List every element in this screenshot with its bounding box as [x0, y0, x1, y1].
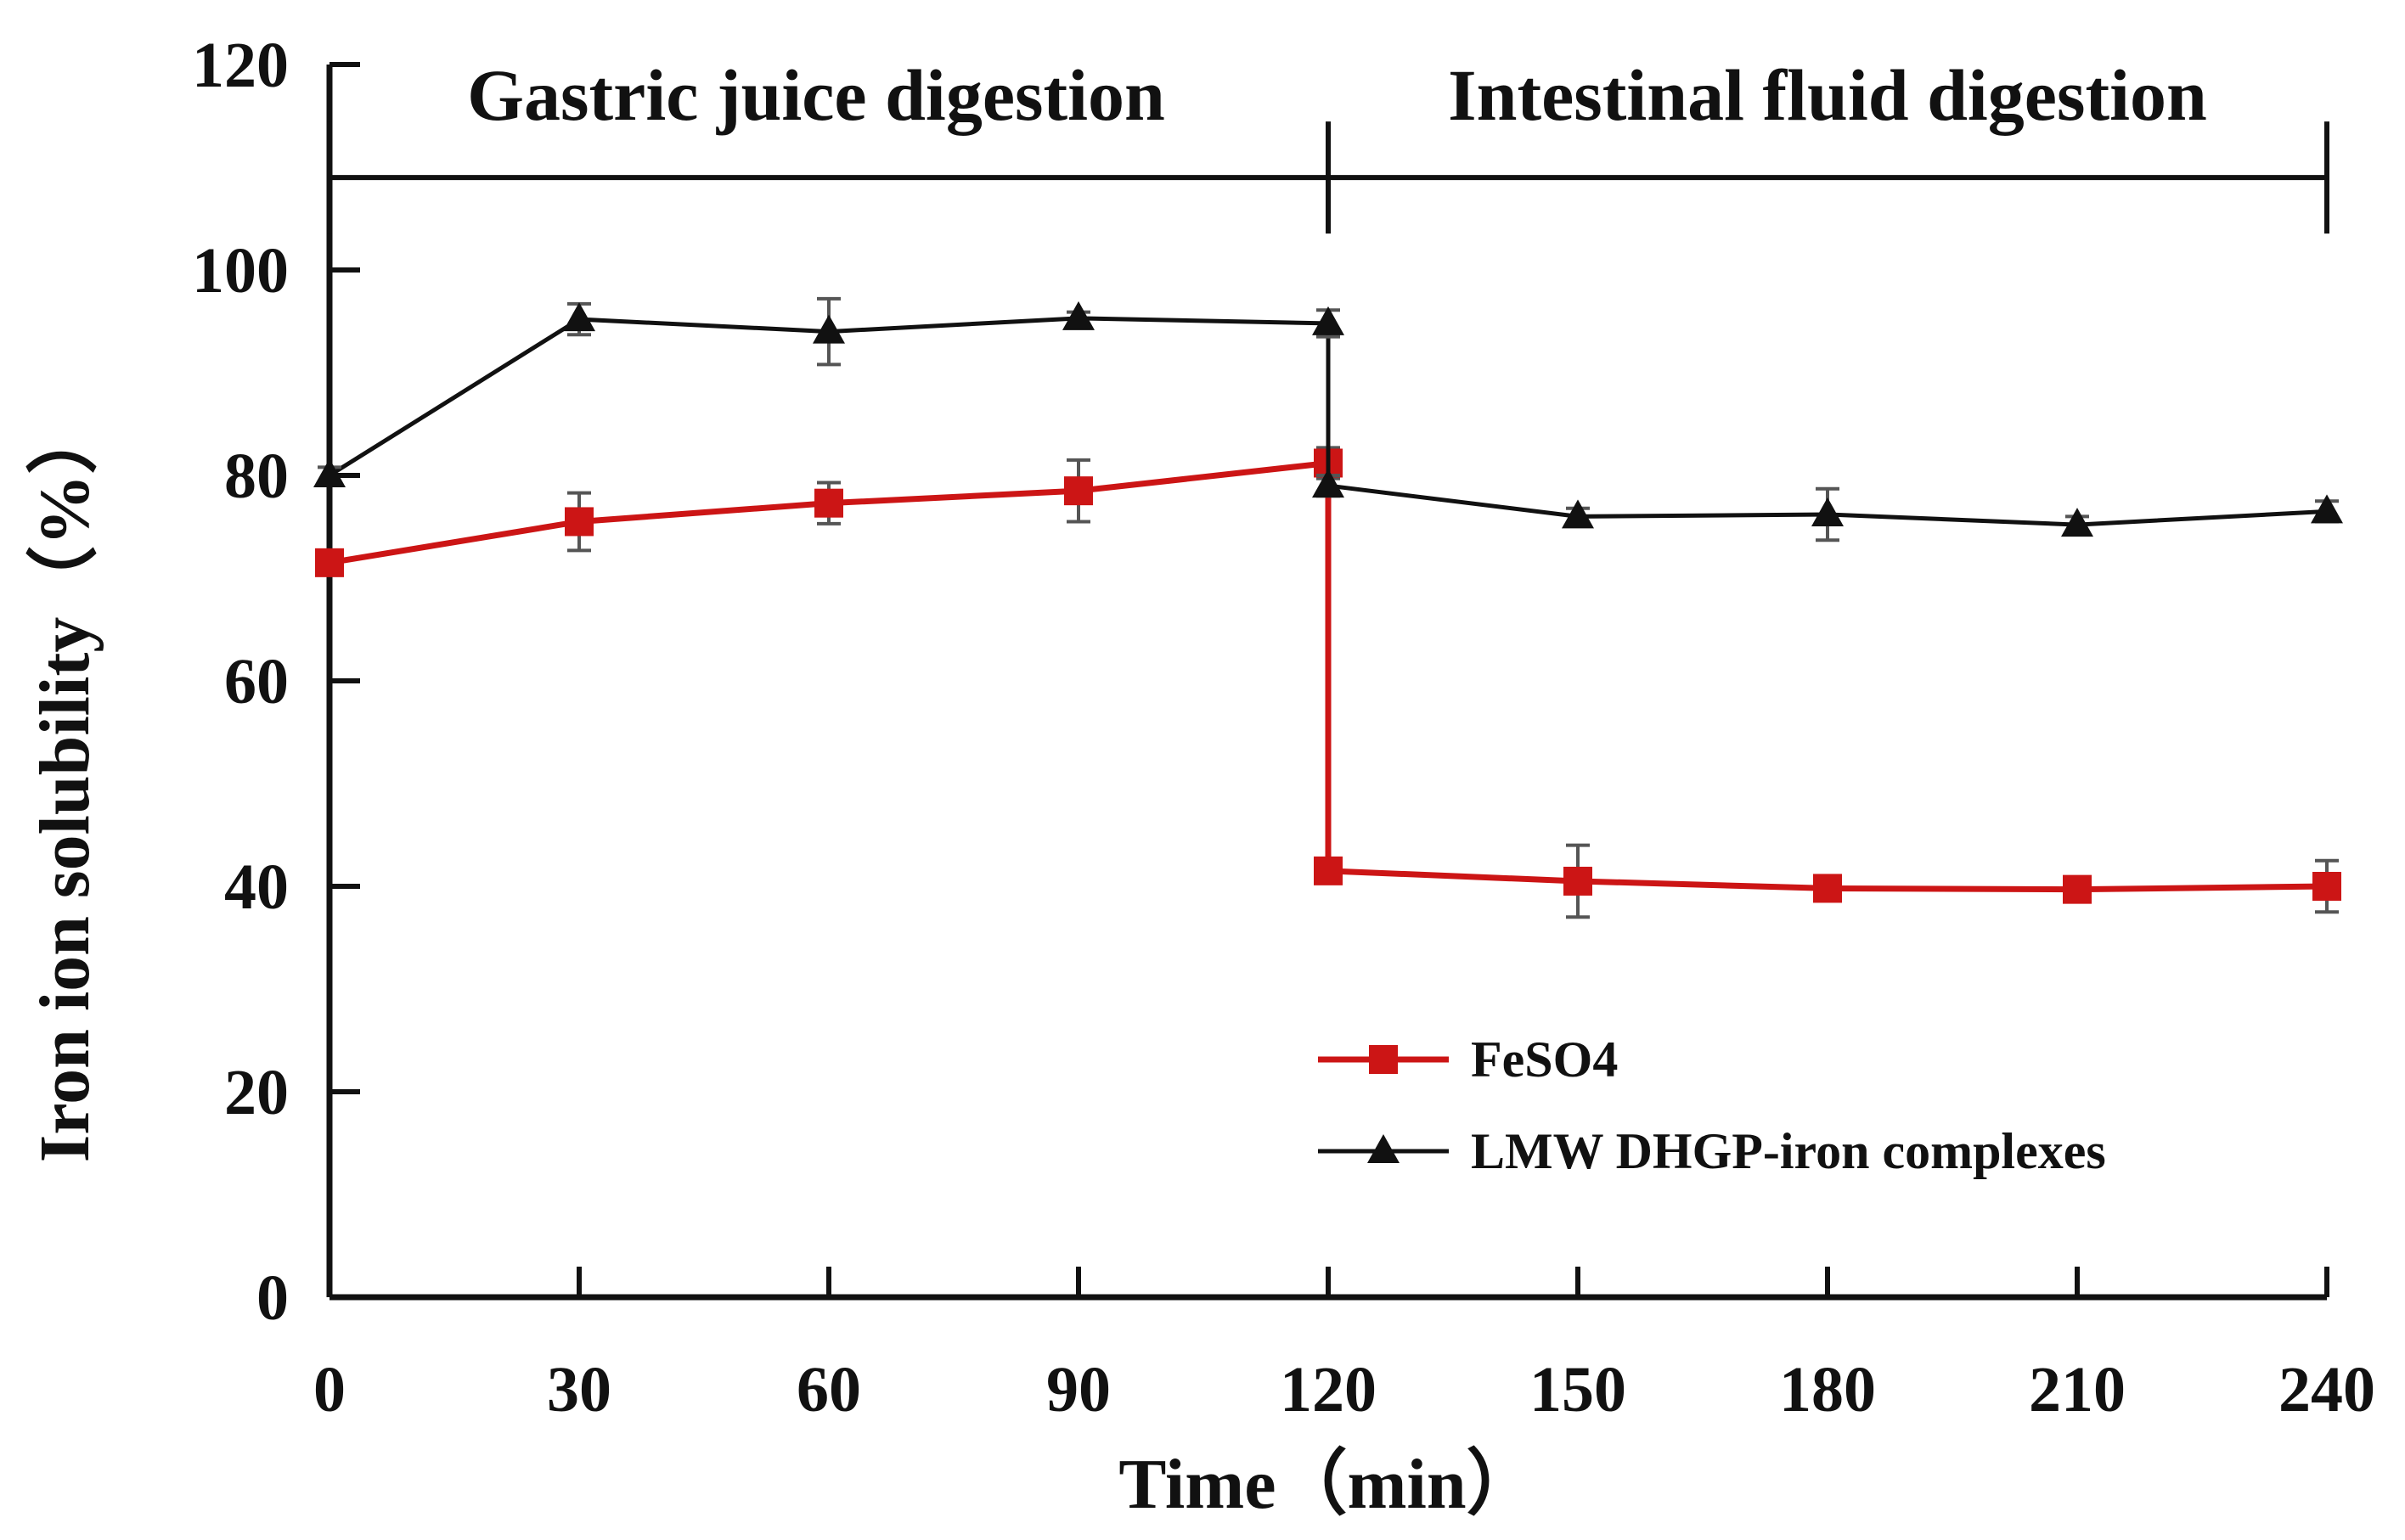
data-point [1314, 856, 1343, 885]
phase-annotations: Gastric juice digestion Intestinal fluid… [327, 54, 2329, 234]
legend-swatch-lmw-dhgp [1318, 1134, 1449, 1163]
x-tick-label: 210 [2029, 1354, 2126, 1425]
series-line [328, 316, 2328, 527]
legend-marker [1369, 1045, 1398, 1074]
y-axis-title: Iron ion solubility（%） [25, 403, 104, 1163]
x-tick-label: 60 [797, 1354, 861, 1425]
data-point [1062, 301, 1095, 330]
y-tick-label: 80 [224, 441, 289, 512]
data-point [1563, 866, 1592, 896]
x-tick-label: 240 [2278, 1354, 2375, 1425]
legend: FeSO4 LMW DHGP-iron complexes [1318, 1031, 2106, 1179]
data-point [813, 314, 845, 344]
data-point [1064, 476, 1093, 506]
data-point [1312, 469, 1344, 498]
data-point [2063, 874, 2092, 904]
data-point [1811, 497, 1844, 526]
phase-label-gastric: Gastric juice digestion [467, 54, 1165, 136]
x-tick-label: 180 [1779, 1354, 1876, 1425]
y-tick-label: 20 [224, 1057, 289, 1128]
data-point [2312, 872, 2341, 901]
x-tick-label: 150 [1529, 1354, 1626, 1425]
series-lmw-dhgp [313, 296, 2343, 542]
data-point [2311, 494, 2343, 524]
data-point [1562, 499, 1594, 529]
x-axis-title: Time（min） [1118, 1445, 1537, 1524]
data-point [315, 548, 344, 577]
series-feso4 [315, 446, 2341, 919]
legend-label-lmw-dhgp: LMW DHGP-iron complexes [1471, 1123, 2106, 1179]
data-point [313, 458, 346, 487]
legend-label-feso4: FeSO4 [1471, 1031, 1618, 1088]
y-tick-label: 100 [192, 235, 289, 306]
data-point [563, 302, 595, 332]
x-tick-label: 120 [1280, 1354, 1377, 1425]
x-tick-label: 30 [547, 1354, 611, 1425]
legend-swatch-feso4 [1318, 1045, 1449, 1074]
phase-label-intestinal: Intestinal fluid digestion [1448, 54, 2207, 136]
data-point [1312, 306, 1344, 335]
y-tick-label: 60 [224, 646, 289, 717]
legend-marker [1367, 1134, 1400, 1163]
tick-labels: 0 20 40 60 80 100 120 0 30 60 90 120 150 180 210 240 [192, 30, 2375, 1425]
series-line [329, 459, 2328, 893]
data-point [814, 488, 843, 518]
data-point [1813, 874, 1842, 903]
data-point [2061, 508, 2093, 537]
x-tick-label: 90 [1046, 1354, 1111, 1425]
axes [326, 62, 2329, 1301]
series-layer [313, 296, 2343, 919]
y-tick-label: 40 [224, 851, 289, 923]
y-tick-label: 120 [192, 30, 289, 101]
data-point [565, 507, 594, 537]
y-tick-label: 0 [256, 1262, 289, 1334]
x-tick-label: 0 [313, 1354, 346, 1425]
